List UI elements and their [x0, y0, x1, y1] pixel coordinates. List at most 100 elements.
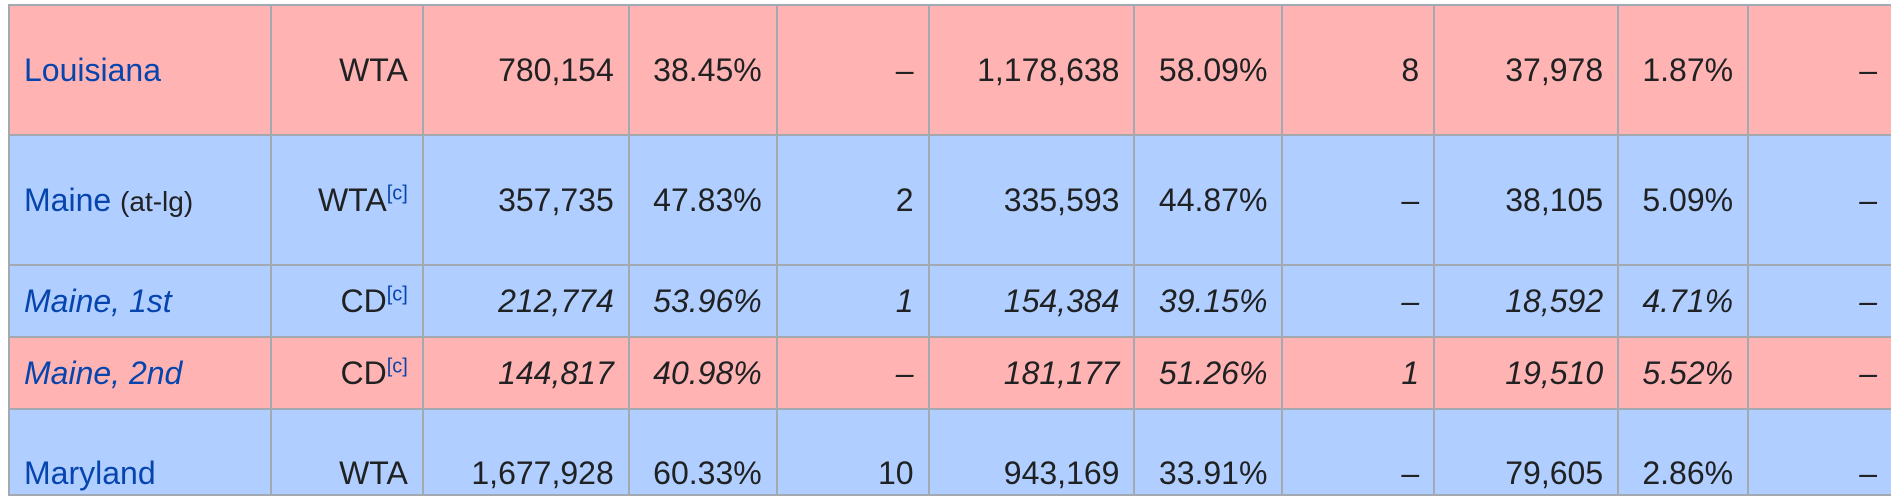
other-percent-value: 5.09%: [1642, 181, 1734, 218]
rep-percent-cell: 58.09%: [1133, 4, 1284, 136]
other-percent-cell: 4.71%: [1617, 264, 1750, 338]
other-percent-cell: 1.87%: [1617, 4, 1750, 136]
other-electoral-votes-value: –: [1859, 282, 1877, 319]
other-votes-cell: 38,105: [1433, 134, 1620, 266]
rep-percent-cell: 44.87%: [1133, 134, 1284, 266]
rep-electoral-votes-cell: –: [1281, 264, 1436, 338]
dem-electoral-votes-cell: 10: [775, 408, 930, 496]
allocation-method: WTA: [317, 181, 387, 218]
rep-electoral-votes-value: –: [1401, 282, 1420, 319]
election-results-table: Louisiana WTA 780,154 38.45% – 1,178,638 58.09…: [8, 4, 1891, 496]
dem-electoral-votes-cell: –: [775, 4, 930, 136]
footnote-link[interactable]: [c]: [386, 181, 408, 204]
other-votes-value: 18,592: [1505, 282, 1604, 319]
results-table-body: Louisiana WTA 780,154 38.45% – 1,178,638 58.09…: [8, 4, 1891, 496]
dem-electoral-votes-value: –: [895, 354, 914, 391]
state-cell: Maine, 2nd: [8, 336, 272, 410]
table-row: Maine, 1st CD[c] 212,774 53.96% 1 154,384 39.1…: [8, 264, 1891, 338]
rep-votes-value: 943,169: [1003, 455, 1120, 491]
rep-electoral-votes-cell: –: [1281, 408, 1436, 496]
table-row: Maine (at-lg) WTA[c] 357,735 47.83% 2 335,593…: [8, 134, 1891, 266]
dem-votes-value: 357,735: [498, 181, 614, 218]
other-electoral-votes-cell: –: [1747, 336, 1891, 410]
dem-electoral-votes-cell: –: [775, 336, 930, 410]
state-note: (at-lg): [120, 185, 194, 217]
rep-votes-value: 335,593: [1003, 181, 1120, 218]
rep-percent-value: 44.87%: [1158, 181, 1268, 218]
other-votes-cell: 37,978: [1433, 4, 1620, 136]
rep-percent-value: 58.09%: [1158, 51, 1268, 88]
other-electoral-votes-cell: –: [1747, 4, 1891, 136]
dem-votes-value: 1,677,928: [471, 455, 614, 491]
dem-votes-value: 144,817: [498, 354, 614, 391]
table-row: Maryland WTA 1,677,928 60.33% 10 943,169 33.91…: [8, 408, 1891, 496]
other-electoral-votes-cell: –: [1747, 134, 1891, 266]
dem-votes-cell: 212,774: [421, 264, 630, 338]
state-cell: Maryland: [8, 408, 272, 496]
other-electoral-votes-cell: –: [1747, 264, 1891, 338]
dem-electoral-votes-value: 2: [895, 181, 914, 218]
state-link[interactable]: Maryland: [24, 455, 156, 491]
state-link[interactable]: Maine, 1st: [24, 282, 172, 319]
rep-votes-value: 1,178,638: [977, 51, 1120, 88]
rep-percent-cell: 39.15%: [1133, 264, 1284, 338]
other-electoral-votes-value: –: [1859, 455, 1877, 491]
dem-percent-value: 53.96%: [653, 282, 762, 319]
rep-electoral-votes-value: 8: [1401, 51, 1420, 88]
dem-electoral-votes-cell: 1: [775, 264, 930, 338]
rep-percent-value: 33.91%: [1158, 455, 1268, 491]
other-votes-value: 19,510: [1505, 354, 1604, 391]
dem-votes-value: 780,154: [498, 51, 614, 88]
rep-electoral-votes-cell: 1: [1281, 336, 1436, 410]
dem-percent-value: 60.33%: [653, 455, 762, 491]
allocation-method-cell: WTA[c]: [269, 134, 424, 266]
dem-percent-value: 40.98%: [653, 354, 762, 391]
other-votes-value: 38,105: [1505, 181, 1604, 218]
dem-electoral-votes-value: –: [895, 51, 914, 88]
dem-percent-cell: 40.98%: [627, 336, 778, 410]
dem-votes-cell: 780,154: [421, 4, 630, 136]
dem-votes-cell: 144,817: [421, 336, 630, 410]
other-percent-value: 4.71%: [1642, 282, 1734, 319]
other-votes-cell: 19,510: [1433, 336, 1620, 410]
rep-percent-value: 51.26%: [1158, 354, 1268, 391]
rep-votes-cell: 181,177: [927, 336, 1136, 410]
footnote-link[interactable]: [c]: [386, 354, 408, 377]
dem-percent-cell: 38.45%: [627, 4, 778, 136]
state-link[interactable]: Maine: [24, 181, 112, 218]
state-link[interactable]: Maine, 2nd: [24, 354, 183, 391]
rep-electoral-votes-value: 1: [1401, 354, 1420, 391]
allocation-method: WTA: [339, 455, 408, 491]
dem-votes-value: 212,774: [498, 282, 614, 319]
other-electoral-votes-value: –: [1859, 181, 1877, 218]
dem-electoral-votes-value: 1: [895, 282, 914, 319]
table-row: Louisiana WTA 780,154 38.45% – 1,178,638 58.09…: [8, 4, 1891, 136]
dem-percent-value: 47.83%: [653, 181, 762, 218]
allocation-method: CD: [340, 354, 387, 391]
other-electoral-votes-value: –: [1859, 354, 1877, 391]
footnote-link[interactable]: [c]: [386, 282, 408, 305]
rep-votes-value: 181,177: [1003, 354, 1120, 391]
other-votes-cell: 79,605: [1433, 408, 1620, 496]
other-percent-cell: 2.86%: [1617, 408, 1750, 496]
state-link[interactable]: Louisiana: [24, 51, 161, 88]
table-row: Maine, 2nd CD[c] 144,817 40.98% – 181,177 51.2…: [8, 336, 1891, 410]
dem-percent-cell: 47.83%: [627, 134, 778, 266]
rep-votes-cell: 335,593: [927, 134, 1136, 266]
state-cell: Maine, 1st: [8, 264, 272, 338]
other-electoral-votes-value: –: [1859, 51, 1877, 88]
allocation-method-cell: WTA: [269, 408, 424, 496]
rep-electoral-votes-value: –: [1401, 455, 1420, 491]
rep-percent-cell: 33.91%: [1133, 408, 1284, 496]
rep-votes-cell: 1,178,638: [927, 4, 1136, 136]
allocation-method-cell: CD[c]: [269, 336, 424, 410]
dem-votes-cell: 357,735: [421, 134, 630, 266]
rep-percent-value: 39.15%: [1158, 282, 1268, 319]
rep-electoral-votes-value: –: [1401, 181, 1420, 218]
state-cell: Louisiana: [8, 4, 272, 136]
allocation-method-cell: CD[c]: [269, 264, 424, 338]
rep-votes-value: 154,384: [1003, 282, 1120, 319]
state-cell: Maine (at-lg): [8, 134, 272, 266]
dem-electoral-votes-cell: 2: [775, 134, 930, 266]
rep-votes-cell: 943,169: [927, 408, 1136, 496]
